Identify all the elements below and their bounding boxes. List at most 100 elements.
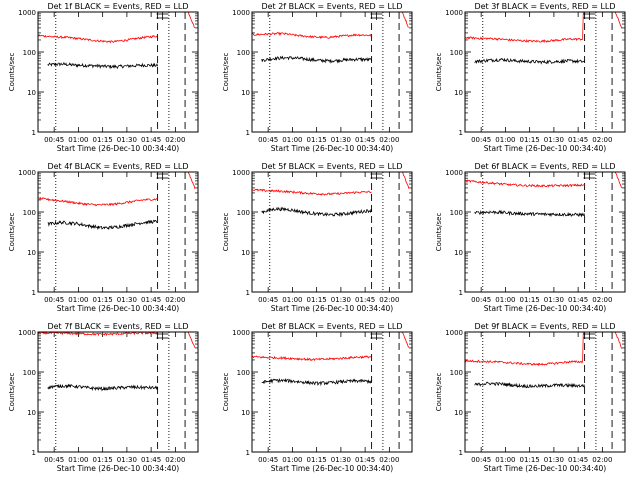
x-tick-label: 01:15 <box>520 136 540 144</box>
x-tick-label: 00:45 <box>258 296 278 304</box>
y-tick-label: 10 <box>27 409 36 417</box>
x-tick-label: 01:45 <box>141 456 161 464</box>
x-tick-label: 01:45 <box>355 136 375 144</box>
y-tick-label: 1000 <box>232 9 250 17</box>
x-tick-label: 01:00 <box>68 136 88 144</box>
x-axis-label: Start Time (26-Dec-10 00:34:40) <box>57 304 179 313</box>
events-series-line <box>261 55 372 64</box>
y-tick-label: 1 <box>32 449 36 457</box>
y-tick-label: 100 <box>237 369 250 377</box>
x-tick-label: 01:30 <box>117 296 137 304</box>
x-tick-label: 00:45 <box>471 296 491 304</box>
events-series-line <box>261 377 372 387</box>
lld-series-line <box>464 331 585 367</box>
x-tick-label: 01:30 <box>117 136 137 144</box>
x-tick-label: 00:45 <box>258 136 278 144</box>
y-tick-label: 100 <box>237 49 250 57</box>
lld-tail-segment <box>614 12 623 29</box>
y-axis-label: Counts/sec <box>222 213 230 252</box>
x-tick-label: 01:00 <box>495 296 515 304</box>
y-tick-label: 100 <box>450 369 463 377</box>
x-tick-label: 01:30 <box>331 296 351 304</box>
events-series-line <box>474 209 585 218</box>
detector-panel: Det 8f BLACK = Events, RED = LLD Counts/s… <box>222 322 413 473</box>
y-tick-label: 1000 <box>18 9 36 17</box>
x-tick-label: 02:00 <box>165 296 185 304</box>
x-tick-label: 00:45 <box>44 136 64 144</box>
y-tick-label: 1000 <box>445 329 463 337</box>
x-axis-label: Start Time (26-Dec-10 00:34:40) <box>484 144 606 153</box>
x-tick-label: 01:45 <box>355 296 375 304</box>
lld-tail-segment <box>401 11 409 28</box>
x-tick-label: 01:15 <box>307 296 327 304</box>
y-tick-label: 1 <box>246 289 250 297</box>
x-tick-label: 01:00 <box>282 456 302 464</box>
x-tick-label: 01:00 <box>495 136 515 144</box>
detector-panel: Det 1f BLACK = Events, RED = LLD Counts/s… <box>8 2 199 153</box>
panel-title: Det 2f BLACK = Events, RED = LLD <box>261 2 402 11</box>
y-tick-label: 1 <box>459 289 463 297</box>
x-axis-label: Start Time (26-Dec-10 00:34:40) <box>57 144 179 153</box>
plot-frame <box>464 171 626 293</box>
y-tick-label: 1000 <box>445 169 463 177</box>
lld-tail-segment <box>614 172 623 189</box>
detector-panel: Det 3f BLACK = Events, RED = LLD Counts/s… <box>435 2 626 153</box>
x-tick-label: 01:30 <box>117 456 137 464</box>
x-tick-label: 01:30 <box>331 456 351 464</box>
x-tick-label: 01:45 <box>568 456 588 464</box>
x-axis-label: Start Time (26-Dec-10 00:34:40) <box>484 304 606 313</box>
events-series-line <box>47 219 158 231</box>
x-tick-label: 01:15 <box>93 136 113 144</box>
x-axis-label: Start Time (26-Dec-10 00:34:40) <box>271 464 393 473</box>
detector-panel: Det 7f BLACK = Events, RED = LLD Counts/s… <box>8 322 199 473</box>
panel-title: Det 8f BLACK = Events, RED = LLD <box>261 322 402 331</box>
y-axis-label: Counts/sec <box>222 53 230 92</box>
lld-series-line <box>464 11 585 44</box>
lld-series-line <box>37 196 158 207</box>
y-tick-label: 10 <box>27 249 36 257</box>
x-tick-label: 02:00 <box>165 136 185 144</box>
events-series-line <box>474 57 585 65</box>
detector-panel: Det 4f BLACK = Events, RED = LLD Counts/s… <box>8 162 199 313</box>
y-tick-label: 1 <box>32 129 36 137</box>
x-tick-label: 01:00 <box>495 456 515 464</box>
y-tick-label: 1 <box>246 129 250 137</box>
panel-title: Det 1f BLACK = Events, RED = LLD <box>47 2 188 11</box>
y-tick-label: 10 <box>241 409 250 417</box>
lld-series-line <box>37 331 158 337</box>
plot-frame <box>37 11 199 133</box>
x-tick-label: 00:45 <box>258 456 278 464</box>
x-tick-label: 02:00 <box>592 456 612 464</box>
x-tick-label: 02:00 <box>592 136 612 144</box>
x-tick-label: 01:15 <box>93 296 113 304</box>
x-axis-label: Start Time (26-Dec-10 00:34:40) <box>271 144 393 153</box>
x-tick-label: 01:00 <box>68 296 88 304</box>
lld-series-line <box>464 179 585 188</box>
x-tick-label: 01:00 <box>282 136 302 144</box>
lld-tail-segment <box>187 11 196 29</box>
lld-series-line <box>251 355 372 362</box>
panel-title: Det 4f BLACK = Events, RED = LLD <box>47 162 188 171</box>
panel-title: Det 7f BLACK = Events, RED = LLD <box>47 322 188 331</box>
y-tick-label: 10 <box>454 89 463 97</box>
x-tick-label: 01:45 <box>568 296 588 304</box>
y-axis-label: Counts/sec <box>435 53 443 92</box>
plot-frame <box>251 11 413 133</box>
y-tick-label: 1000 <box>232 329 250 337</box>
y-tick-label: 100 <box>237 209 250 217</box>
x-tick-label: 01:45 <box>568 136 588 144</box>
x-tick-label: 01:45 <box>141 136 161 144</box>
lld-tail-segment <box>187 172 196 189</box>
y-tick-label: 10 <box>27 89 36 97</box>
events-series-line <box>47 383 158 392</box>
y-axis-label: Counts/sec <box>8 213 16 252</box>
lld-series-line <box>37 34 158 44</box>
x-tick-label: 02:00 <box>379 136 399 144</box>
y-tick-label: 100 <box>23 49 36 57</box>
plot-frame <box>37 171 199 293</box>
plot-frame <box>464 11 626 133</box>
x-tick-label: 00:45 <box>44 296 64 304</box>
y-tick-label: 10 <box>454 249 463 257</box>
x-tick-label: 01:30 <box>544 136 564 144</box>
